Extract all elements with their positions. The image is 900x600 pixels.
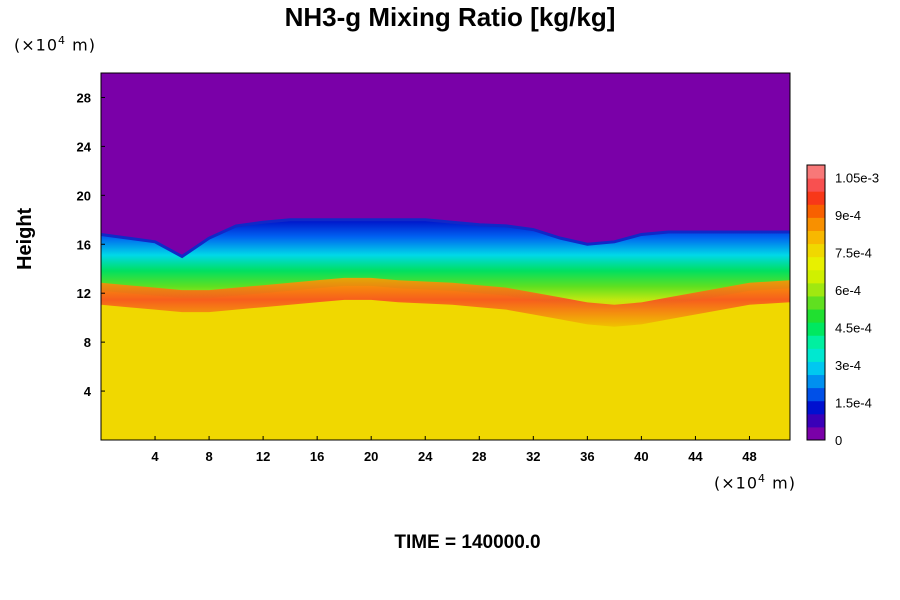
colorbar-swatch bbox=[807, 256, 825, 271]
colorbar-swatch bbox=[807, 191, 825, 205]
y-tick-label: 12 bbox=[77, 286, 91, 301]
colorbar-swatch bbox=[807, 282, 825, 297]
colorbar-frame bbox=[806, 164, 826, 441]
colorbar-label: 1.5e-4 bbox=[835, 396, 872, 411]
x-tick-label: 24 bbox=[418, 449, 433, 464]
colorbar-swatch bbox=[807, 426, 825, 441]
colorbar-swatch bbox=[807, 348, 825, 362]
chart-title: NH3-g Mixing Ratio [kg/kg] bbox=[284, 2, 616, 32]
x-tick-label: 4 bbox=[151, 449, 159, 464]
x-tick-label: 12 bbox=[256, 449, 270, 464]
colorbar-swatch bbox=[807, 165, 825, 179]
colorbar-label: 3e-4 bbox=[835, 358, 861, 373]
x-axis-unit: (×104 m) bbox=[714, 472, 796, 493]
colorbar-swatch bbox=[807, 335, 825, 349]
x-tick-label: 40 bbox=[634, 449, 648, 464]
y-axis-unit: (×104 m) bbox=[14, 34, 96, 55]
colorbar-swatch bbox=[807, 400, 825, 415]
x-tick-label: 44 bbox=[688, 449, 703, 464]
colorbar-swatch bbox=[807, 413, 825, 428]
time-label: TIME = 140000.0 bbox=[394, 532, 541, 553]
x-tick-label: 32 bbox=[526, 449, 540, 464]
y-tick-label: 4 bbox=[84, 384, 92, 399]
colorbar-label: 9e-4 bbox=[835, 208, 861, 223]
colorbar-label: 4.5e-4 bbox=[835, 321, 872, 336]
peak-layer bbox=[101, 277, 790, 327]
upper-layer bbox=[101, 73, 790, 257]
colorbar-label: 7.5e-4 bbox=[835, 246, 872, 261]
colorbar-label: 1.05e-3 bbox=[835, 171, 879, 186]
x-tick-label: 20 bbox=[364, 449, 378, 464]
y-tick-label: 16 bbox=[77, 237, 91, 252]
colorbar-swatch bbox=[807, 322, 825, 336]
colorbar-swatch bbox=[807, 178, 825, 192]
heatmap-field bbox=[100, 73, 790, 440]
boundary-edge bbox=[100, 218, 790, 259]
colorbar-swatch bbox=[807, 374, 825, 389]
y-tick-label: 24 bbox=[77, 139, 92, 154]
colorbar-swatch bbox=[807, 387, 825, 402]
y-tick-label: 20 bbox=[77, 188, 91, 203]
colorbar-label: 0 bbox=[835, 433, 842, 448]
colorbar-swatch bbox=[807, 295, 825, 310]
y-tick-label: 28 bbox=[77, 90, 91, 105]
y-axis-ticks: 4 8 12 16 20 24 28 bbox=[77, 90, 105, 399]
x-tick-label: 48 bbox=[742, 449, 756, 464]
colorbar-swatch bbox=[807, 217, 825, 231]
x-tick-label: 36 bbox=[580, 449, 594, 464]
colorbar-swatch bbox=[807, 309, 825, 323]
colorbar-label: 6e-4 bbox=[835, 283, 861, 298]
colorbar: 0 1.5e-4 3e-4 4.5e-4 6e-4 7.5e-4 9e-4 1.05e-3 bbox=[806, 164, 879, 448]
colorbar-swatch bbox=[807, 243, 825, 258]
colorbar-swatch bbox=[807, 361, 825, 376]
x-tick-label: 28 bbox=[472, 449, 486, 464]
colorbar-swatch bbox=[807, 230, 825, 245]
x-tick-label: 8 bbox=[205, 449, 212, 464]
x-tick-label: 16 bbox=[310, 449, 324, 464]
x-axis-ticks: 4 8 12 16 20 24 28 32 36 40 44 48 bbox=[151, 436, 757, 464]
colorbar-swatch bbox=[807, 269, 825, 284]
plot-frame bbox=[100, 72, 791, 441]
y-tick-label: 8 bbox=[84, 335, 91, 350]
colorbar-swatch bbox=[807, 204, 825, 218]
